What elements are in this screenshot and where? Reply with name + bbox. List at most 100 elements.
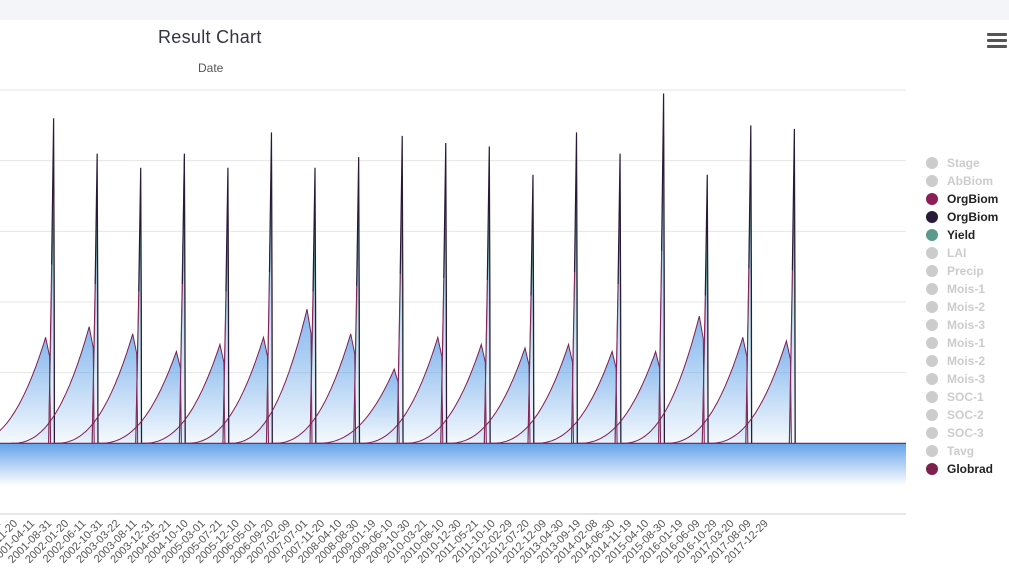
legend-marker [926,175,938,187]
top-bar [0,0,1009,20]
globrad-line [272,333,357,444]
globrad-area [490,344,574,444]
globrad-line [490,342,574,444]
orgbiom-line [704,174,709,444]
globrad-line [534,349,618,444]
orgbiom-line [745,268,750,444]
legend-item-soc-1[interactable]: SOC-1 [926,388,998,406]
globrad-area [54,333,138,444]
legend-item-mois-2[interactable]: Mois-2 [926,352,998,370]
globrad-area [0,337,51,444]
globrad-line [11,326,95,444]
orgbiom-line [530,174,535,444]
globrad-area [142,344,225,444]
grid-lines [0,89,906,515]
legend-marker [926,283,938,295]
menu-bar [987,39,1007,42]
orgbiom-line [309,291,314,444]
orgbiom-line [617,153,622,444]
legend-item-stage[interactable]: Stage [926,154,998,172]
legend-item-mois-2[interactable]: Mois-2 [926,298,998,316]
legend-item-yield[interactable]: Yield [926,226,998,244]
legend-item-abbiom[interactable]: AbBiom [926,172,998,190]
orgbiom-line [486,146,491,444]
globrad-line [316,367,400,444]
orgbiom-line [48,264,53,444]
legend-label: OrgBiom [947,192,999,206]
globrad-area [577,351,661,444]
globrad-area [447,347,530,444]
legend-label: Mois-3 [947,318,986,332]
legend-item-precip[interactable]: Precip [926,262,998,280]
globrad-line [664,337,749,444]
legend-label: SOC-1 [947,390,984,404]
legend-marker [926,247,938,259]
globrad-line [54,333,139,444]
legend-marker [926,409,938,421]
legend-marker [926,463,938,475]
legend-item-mois-3[interactable]: Mois-3 [926,370,998,388]
orgbiom-line [51,118,56,444]
legend-item-lai[interactable]: LAI [926,244,998,262]
orgbiom-line [399,135,404,444]
orgbiom-line [94,153,99,444]
legend-item-mois-1[interactable]: Mois-1 [926,334,998,352]
globrad-line [229,308,313,444]
hamburger-menu-icon[interactable] [987,33,1007,51]
legend-label: Mois-2 [947,300,986,314]
orgbiom-line [91,283,96,444]
chart-subtitle: Date [198,61,224,75]
globrad-line [359,335,444,444]
globrad-line [577,349,662,444]
legend-label: Mois-2 [947,354,986,368]
globrad-line [621,315,705,444]
legend-marker [926,265,938,277]
globrad-area [11,326,95,444]
legend-label: Mois-3 [947,372,986,386]
orgbiom-line [222,291,227,444]
legend-item-mois-3[interactable]: Mois-3 [926,316,998,334]
orgbiom-line [788,270,793,444]
globrad-area [185,337,269,444]
globrad-line [98,349,182,444]
orgbiom-line [312,167,317,444]
orgbiom-line [571,272,576,444]
orgbiom-line [483,280,488,444]
orgbiom-line [138,167,143,444]
globrad-line [142,342,226,444]
legend-item-orgbiom[interactable]: OrgBiom [926,190,998,208]
globrad-line [708,339,792,444]
globrad-line [447,346,531,444]
orgbiom-line [356,157,361,444]
orgbiom-line [527,295,532,444]
legend-label: Yield [947,228,976,242]
line-series [0,93,906,444]
orgbiom-line [396,274,401,444]
globrad-area [621,316,705,444]
legend-marker [926,373,938,385]
globrad-area [229,309,312,444]
legend-label: AbBiom [947,174,993,188]
globrad-area [359,337,443,444]
globrad-area [272,333,356,444]
legend-item-mois-1[interactable]: Mois-1 [926,280,998,298]
legend-marker [926,157,938,169]
legend-item-soc-2[interactable]: SOC-2 [926,406,998,424]
menu-bar [987,45,1007,48]
orgbiom-line [614,283,619,444]
legend-marker [926,445,938,457]
legend-item-orgbiom[interactable]: OrgBiom [926,208,998,226]
legend-marker [926,391,938,403]
legend-marker [926,229,938,241]
globrad-area [708,340,792,444]
legend-label: Precip [947,264,984,278]
chart-legend: Stage AbBiom OrgBiom OrgBiom Yield LAI Precip M… [926,154,998,478]
legend-item-globrad[interactable]: Globrad [926,460,998,478]
orgbiom-line [225,167,230,444]
legend-item-tavg[interactable]: Tavg [926,442,998,460]
orgbiom-line [178,283,183,444]
legend-item-soc-3[interactable]: SOC-3 [926,424,998,442]
legend-label: OrgBiom [947,210,999,224]
legend-label: LAI [947,246,967,260]
